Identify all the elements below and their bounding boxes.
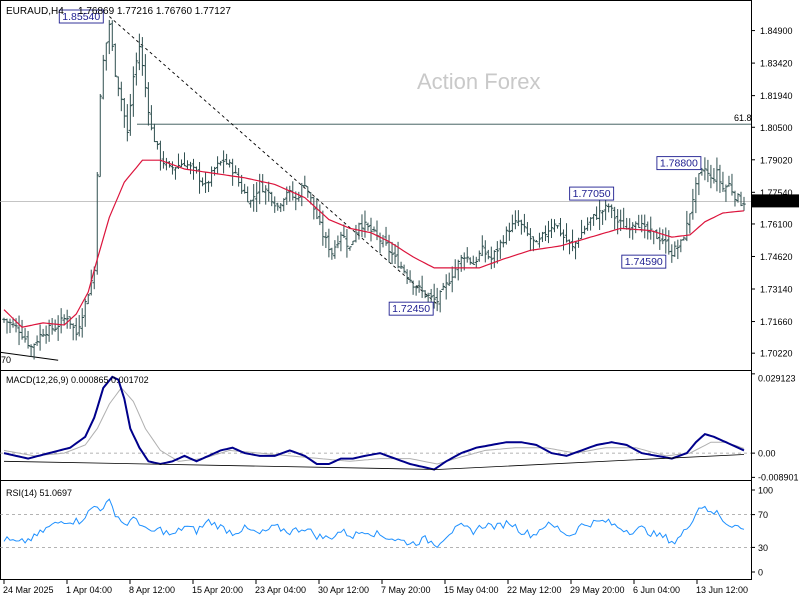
price-axis-label: 1.83420 [760, 59, 793, 69]
time-axis-label: 22 May 12:00 [507, 585, 562, 595]
current-price-label: 1.77127 [758, 197, 791, 207]
time-axis-label: 1 Apr 04:00 [66, 585, 112, 595]
time-axis-label: 7 May 20:00 [381, 585, 431, 595]
time-axis-label: 6 Jun 04:00 [633, 585, 680, 595]
moving-average-line [3, 159, 745, 328]
macd-trendline [3, 454, 745, 470]
price-tag-box [58, 9, 104, 24]
price-axis-label: 1.84900 [760, 26, 793, 36]
time-axis-label: 24 Mar 2025 [3, 585, 54, 595]
time-axis-label: 23 Apr 04:00 [255, 585, 306, 595]
time-axis-label: 15 Apr 20:00 [192, 585, 243, 595]
left-partial-label: 70 [1, 355, 11, 365]
time-axis-label: 30 Apr 12:00 [318, 585, 369, 595]
rsi-pane [0, 480, 752, 580]
chart-ohlc: 1.76869 1.77216 1.76760 1.77127 [78, 6, 231, 17]
macd-axis-label: 0.029123 [758, 374, 796, 384]
time-axis-label: 29 May 20:00 [570, 585, 625, 595]
rsi-axis-label: 70 [758, 510, 768, 520]
price-axis-label: 1.70220 [760, 349, 793, 359]
price-tag-label: 1.85540 [62, 11, 100, 23]
price-tag-box [621, 254, 667, 269]
rsi-axis-label: 0 [758, 568, 763, 578]
macd-axis-label: -0.008901 [758, 473, 799, 483]
price-axis-label: 1.79020 [760, 155, 793, 165]
rsi-title: RSI(14) 51.0697 [6, 488, 72, 498]
macd-axis-label: 0.00 [758, 449, 776, 459]
price-tag-box [656, 156, 702, 171]
rsi-axis-label: 100 [758, 486, 773, 496]
macd-title: MACD(12,26,9) 0.000865 0.001702 [6, 375, 149, 385]
price-tag-label: 1.72450 [392, 303, 430, 315]
time-axis-label: 15 May 04:00 [444, 585, 499, 595]
chart-symbol: EURAUD,H4 [6, 6, 64, 17]
price-axis-label: 1.77540 [760, 188, 793, 198]
macd-line [3, 375, 745, 471]
price-tag-box [388, 301, 434, 316]
rsi-line [3, 498, 745, 549]
dashed-trendline [108, 16, 438, 305]
watermark: Action Forex [417, 69, 541, 94]
price-axis-label: 1.71660 [760, 317, 793, 327]
price-axis-label: 1.76100 [760, 219, 793, 229]
price-tag-box [569, 186, 615, 201]
price-tag-label: 1.77050 [573, 188, 611, 200]
fib-618-label: 61.8 [734, 113, 752, 123]
time-axis-label: 13 Jun 12:00 [696, 585, 748, 595]
left-trendline [0, 351, 59, 361]
price-axis-label: 1.73140 [760, 285, 793, 295]
price-axis-label: 1.80500 [760, 123, 793, 133]
price-axis-label: 1.81940 [760, 91, 793, 101]
price-tag-label: 1.74590 [625, 256, 663, 268]
price-tag-label: 1.78800 [660, 158, 698, 170]
price-axis-label: 1.74620 [760, 252, 793, 262]
current-price-badge [752, 194, 799, 208]
time-axis-label: 8 Apr 12:00 [129, 585, 175, 595]
rsi-axis-label: 30 [758, 543, 768, 553]
macd-signal-line [3, 387, 745, 465]
